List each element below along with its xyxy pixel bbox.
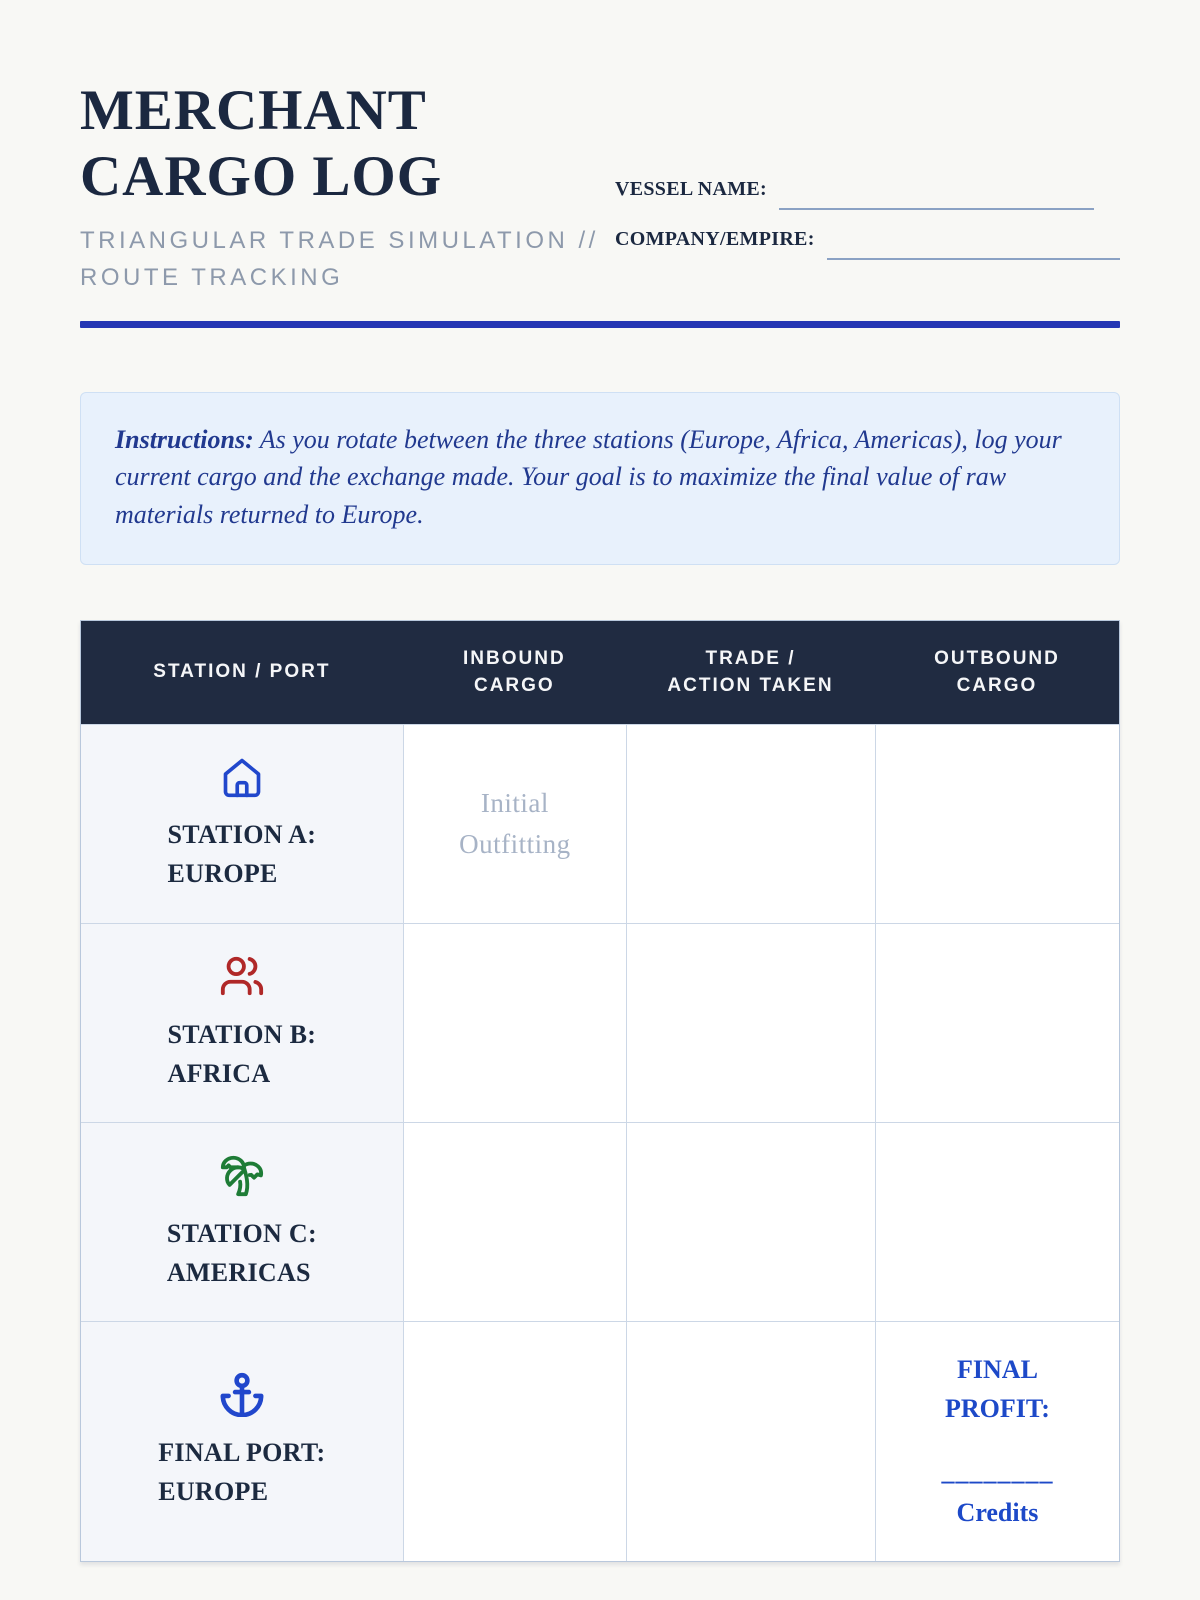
vessel-name-field-row: VESSEL NAME:	[615, 178, 1120, 210]
final-trade-cell[interactable]	[625, 1320, 876, 1561]
vessel-name-input[interactable]	[778, 186, 1094, 210]
cargo-log-table: STATION / PORT INBOUND CARGO TRADE / ACT…	[80, 619, 1120, 1562]
masthead: MERCHANT CARGO LOG TRIANGULAR TRADE SIMU…	[80, 78, 1120, 297]
company-empire-label: COMPANY/EMPIRE:	[615, 228, 815, 250]
title-block: MERCHANT CARGO LOG TRIANGULAR TRADE SIMU…	[80, 78, 600, 297]
divider-rule	[80, 320, 1120, 328]
merchant-cargo-log-page: MERCHANT CARGO LOG TRIANGULAR TRADE SIMU…	[80, 78, 1120, 1562]
column-header-outbound-cargo: OUTBOUND CARGO	[875, 620, 1119, 724]
instructions-box: Instructions: As you rotate between the …	[80, 391, 1120, 565]
station-a-cell: STATION A: EUROPE	[81, 723, 403, 923]
instructions-label: Instructions:	[115, 424, 254, 454]
station-a-outbound-cell[interactable]	[875, 723, 1119, 923]
initial-outfitting-placeholder: Initial Outfitting	[459, 788, 571, 859]
final-profit-unit: Credits	[956, 1498, 1039, 1528]
final-profit-blank-line[interactable]: ________	[941, 1457, 1054, 1487]
column-header-trade-action: TRADE / ACTION TAKEN	[625, 620, 876, 724]
station-c-trade-cell[interactable]	[625, 1121, 876, 1321]
final-profit-block: FINAL PROFIT: ________ Credits	[941, 1350, 1053, 1532]
identity-fields: VESSEL NAME: COMPANY/EMPIRE:	[615, 178, 1120, 278]
station-a-trade-cell[interactable]	[625, 723, 876, 923]
station-c-outbound-cell[interactable]	[875, 1121, 1119, 1321]
station-c-inbound-cell[interactable]	[402, 1121, 626, 1321]
column-header-station-port: STATION / PORT	[81, 620, 403, 724]
instructions-text: As you rotate between the three stations…	[115, 424, 1062, 529]
final-inbound-cell[interactable]	[402, 1320, 626, 1561]
final-port-label: FINAL PORT: EUROPE	[158, 1438, 326, 1507]
palm-tree-icon	[220, 1155, 263, 1196]
company-empire-field-row: COMPANY/EMPIRE:	[615, 228, 1120, 260]
home-icon	[223, 758, 261, 797]
final-profit-label: FINAL PROFIT:	[945, 1355, 1050, 1424]
station-c-label: STATION C: AMERICAS	[166, 1218, 317, 1287]
station-b-inbound-cell[interactable]	[402, 922, 626, 1122]
station-b-label: STATION B: AFRICA	[167, 1019, 317, 1088]
station-a-label: STATION A: EUROPE	[167, 819, 317, 888]
page-title: MERCHANT CARGO LOG	[80, 79, 443, 209]
station-c-cell: STATION C: AMERICAS	[81, 1121, 403, 1321]
station-b-outbound-cell[interactable]	[875, 922, 1119, 1122]
page-subtitle: TRIANGULAR TRADE SIMULATION // ROUTE TRA…	[80, 227, 599, 292]
station-b-cell: STATION B: AFRICA	[81, 922, 403, 1122]
station-b-trade-cell[interactable]	[625, 922, 876, 1122]
vessel-name-label: VESSEL NAME:	[615, 178, 767, 200]
final-port-cell: FINAL PORT: EUROPE	[81, 1320, 403, 1561]
final-outbound-cell: FINAL PROFIT: ________ Credits	[875, 1320, 1119, 1561]
company-empire-input[interactable]	[826, 236, 1120, 260]
anchor-icon	[220, 1373, 264, 1418]
users-icon	[220, 956, 263, 995]
column-header-inbound-cargo: INBOUND CARGO	[402, 620, 626, 724]
station-a-inbound-cell[interactable]: Initial Outfitting	[402, 723, 626, 923]
